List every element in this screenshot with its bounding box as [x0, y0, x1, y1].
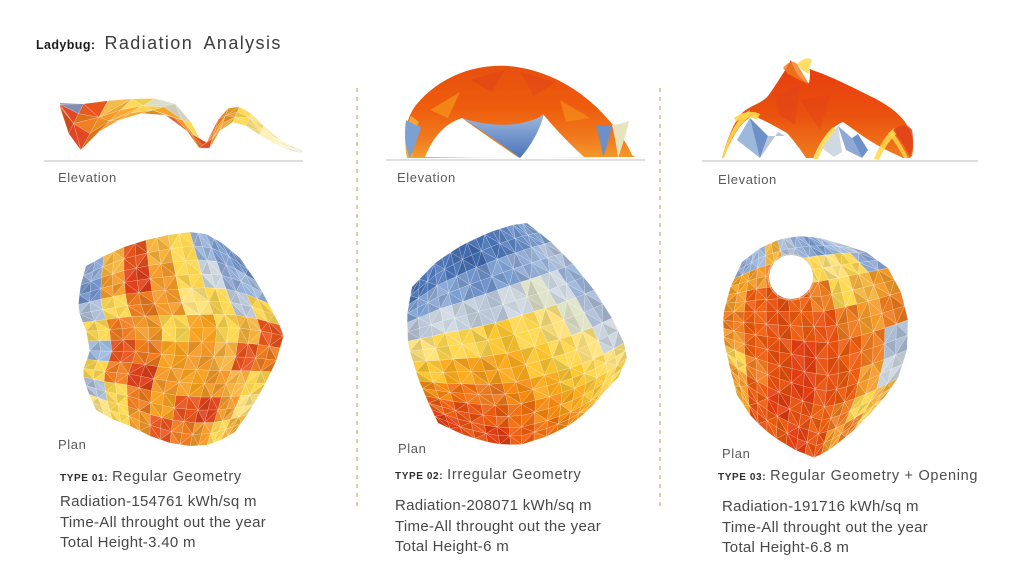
type-02-name: Irregular Geometry: [447, 467, 582, 483]
type-01-name: Regular Geometry: [112, 469, 242, 485]
time-value-1: Time-All throught out the year: [60, 513, 267, 531]
canopy-opening-hole: [769, 255, 813, 299]
type-03-row: TYPE 03: Regular Geometry + Opening: [718, 467, 978, 485]
type-03-details: Radiation-191716 kWh/sq m Time-All throu…: [722, 497, 928, 559]
type-02-details: Radiation-208071 kWh/sq m Time-All throu…: [395, 496, 601, 558]
elevation-drawing-type-02: [405, 65, 635, 158]
type-02-row: TYPE 02: Irregular Geometry: [395, 466, 581, 484]
slide-header: Ladybug: Radiation Analysis: [36, 33, 282, 54]
time-value-2: Time-All throught out the year: [395, 517, 602, 535]
plan-label-3: Plan: [722, 446, 751, 461]
brand-label: Ladybug:: [36, 38, 96, 52]
elevation-label-1: Elevation: [58, 170, 117, 185]
type-01-label: TYPE 01:: [60, 473, 109, 484]
column-divider-2: [659, 88, 661, 508]
plan-mesh-type-02: [406, 222, 628, 446]
elevation-drawing-type-03: [722, 58, 914, 160]
type-01-details: Radiation-154761 kWh/sq m Time-All throu…: [60, 492, 266, 554]
type-01-row: TYPE 01: Regular Geometry: [60, 468, 242, 486]
radiation-value-2: Radiation-208071 kWh/sq m: [395, 497, 592, 514]
height-value-2: Total Height-6 m: [395, 538, 510, 555]
elevation-drawing-type-01: [59, 98, 303, 154]
type-03-label: TYPE 03:: [718, 472, 767, 483]
plan-label-2: Plan: [398, 441, 427, 456]
elevation-label-3: Elevation: [718, 172, 777, 187]
radiation-value-3: Radiation-191716 kWh/sq m: [722, 498, 919, 515]
plan-mesh-type-01: [78, 231, 285, 447]
plan-label-1: Plan: [58, 437, 87, 452]
radiation-value-1: Radiation-154761 kWh/sq m: [60, 493, 257, 510]
plan-mesh-type-03: [722, 235, 909, 459]
page-title: Radiation Analysis: [104, 33, 282, 53]
canopy-opening-hole-rim: [767, 253, 815, 301]
column-divider-1: [356, 88, 358, 508]
elevation-label-2: Elevation: [397, 170, 456, 185]
height-value-3: Total Height-6.8 m: [722, 539, 850, 556]
time-value-3: Time-All throught out the year: [722, 518, 929, 536]
height-value-1: Total Height-3.40 m: [60, 534, 196, 551]
type-03-name: Regular Geometry + Opening: [770, 468, 979, 484]
type-02-label: TYPE 02:: [395, 471, 444, 482]
